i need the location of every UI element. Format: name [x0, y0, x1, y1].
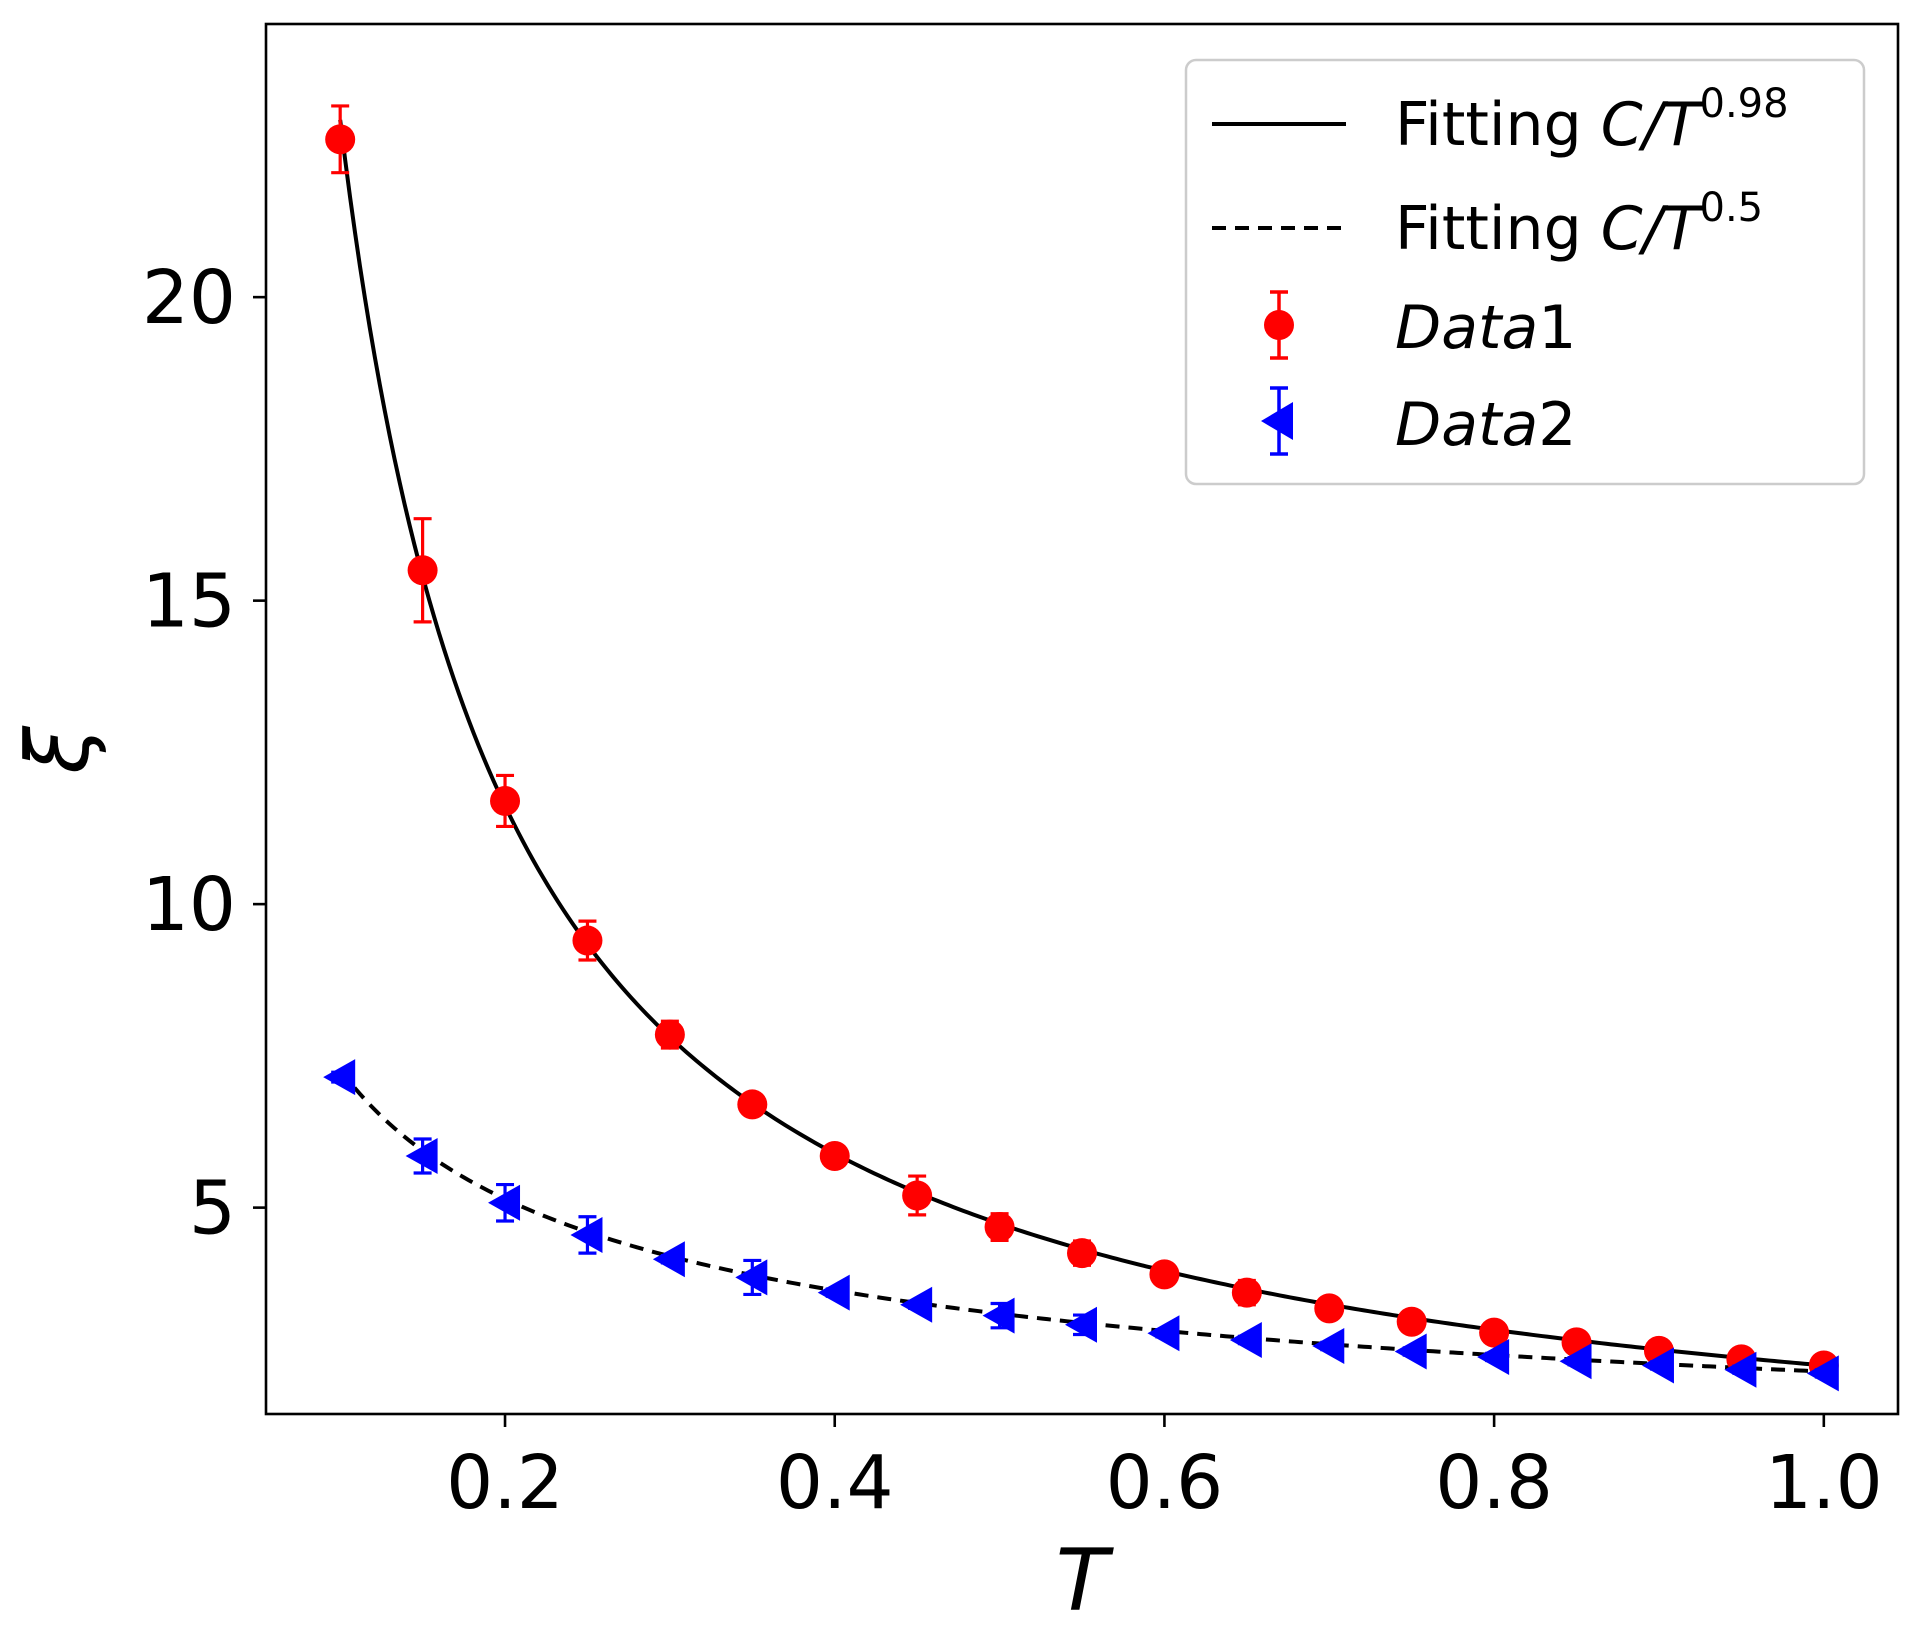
- data-point-triangle: [735, 1259, 768, 1296]
- legend-frame: [1184, 58, 1866, 486]
- data-point-circle: [654, 1019, 685, 1050]
- data-point-triangle: [405, 1138, 438, 1175]
- series-data2: [323, 1059, 1839, 1392]
- data-point-circle: [737, 1089, 768, 1120]
- data-point-circle: [1067, 1238, 1097, 1269]
- legend-label-data2-number: 2: [1538, 390, 1576, 460]
- x-axis-title: T: [1056, 1531, 1115, 1631]
- data-point-circle: [572, 925, 603, 956]
- legend-label-fit1-math: C/T: [1601, 90, 1704, 160]
- y-tick-label: 5: [189, 1166, 236, 1252]
- data-point-triangle: [570, 1216, 603, 1253]
- data-point-triangle: [1147, 1315, 1180, 1352]
- data-point-triangle: [488, 1184, 521, 1221]
- data-point-triangle: [1065, 1306, 1097, 1343]
- x-tick-label: 0.8: [1435, 1440, 1553, 1526]
- legend-label-fit1-exponent: 0.98: [1700, 81, 1789, 127]
- data-point-circle: [902, 1180, 933, 1211]
- legend-label-data1-italic: Data: [1395, 293, 1538, 363]
- data-point-circle: [1231, 1277, 1262, 1308]
- legend-label-data2: Data2: [1395, 390, 1576, 460]
- legend-label-fit2-prefix: Fitting: [1395, 194, 1601, 264]
- x-tick-label: 0.2: [446, 1440, 564, 1526]
- y-axis-title: ξ: [9, 725, 109, 775]
- data-point-circle: [1396, 1306, 1427, 1337]
- data-point-circle: [1149, 1259, 1180, 1290]
- legend-data2-marker: [1261, 386, 1293, 456]
- legend-label-data2-italic: Data: [1395, 390, 1538, 460]
- data-point-triangle: [1724, 1351, 1757, 1388]
- plot-frame: [264, 22, 1900, 1416]
- legend-data1-marker: [1264, 290, 1294, 360]
- data-point-triangle: [1312, 1328, 1345, 1365]
- data-point-triangle: [1641, 1347, 1674, 1384]
- data-point-circle: [819, 1141, 850, 1172]
- data-point-triangle: [1477, 1338, 1510, 1375]
- data-point-circle: [1479, 1317, 1510, 1348]
- legend-label-data1: Data1: [1395, 293, 1576, 363]
- x-tick-label: 1.0: [1765, 1440, 1883, 1526]
- axis-ticks: 0.2 0.4 0.6 0.8 1.0 5 10 15 20: [142, 255, 1883, 1526]
- data-point-triangle: [1806, 1355, 1839, 1392]
- legend-label-fit2: Fitting C/T0.5: [1395, 185, 1763, 264]
- data-point-circle: [325, 124, 356, 155]
- data-point-triangle: [982, 1297, 1015, 1334]
- data-point-triangle: [652, 1241, 685, 1278]
- legend-label-fit1-prefix: Fitting: [1395, 90, 1601, 160]
- data-point-triangle: [900, 1286, 933, 1323]
- data-point-triangle: [1229, 1321, 1262, 1358]
- data-point-circle: [984, 1212, 1015, 1243]
- legend-label-fit2-math: C/T: [1601, 194, 1704, 264]
- x-tick-label: 0.4: [776, 1440, 894, 1526]
- data-point-triangle: [323, 1059, 356, 1096]
- legend: Fitting C/T0.98 Fitting C/T0.5 Data1 Dat…: [1184, 58, 1866, 486]
- y-tick-label: 15: [142, 559, 236, 645]
- y-tick-label: 20: [142, 255, 236, 341]
- data-point-circle: [407, 555, 438, 586]
- x-tick-label: 0.6: [1106, 1440, 1224, 1526]
- legend-label-fit1: Fitting C/T0.98: [1395, 81, 1789, 160]
- data-point-circle: [490, 785, 521, 816]
- data-point-circle: [1314, 1293, 1345, 1324]
- data-point-triangle: [817, 1274, 850, 1311]
- legend-label-fit2-exponent: 0.5: [1700, 185, 1764, 231]
- data-point-triangle: [1559, 1343, 1592, 1380]
- legend-label-data1-number: 1: [1538, 293, 1576, 363]
- y-tick-label: 10: [142, 862, 236, 948]
- data-series: [323, 104, 1839, 1392]
- data-point-triangle: [1394, 1333, 1427, 1370]
